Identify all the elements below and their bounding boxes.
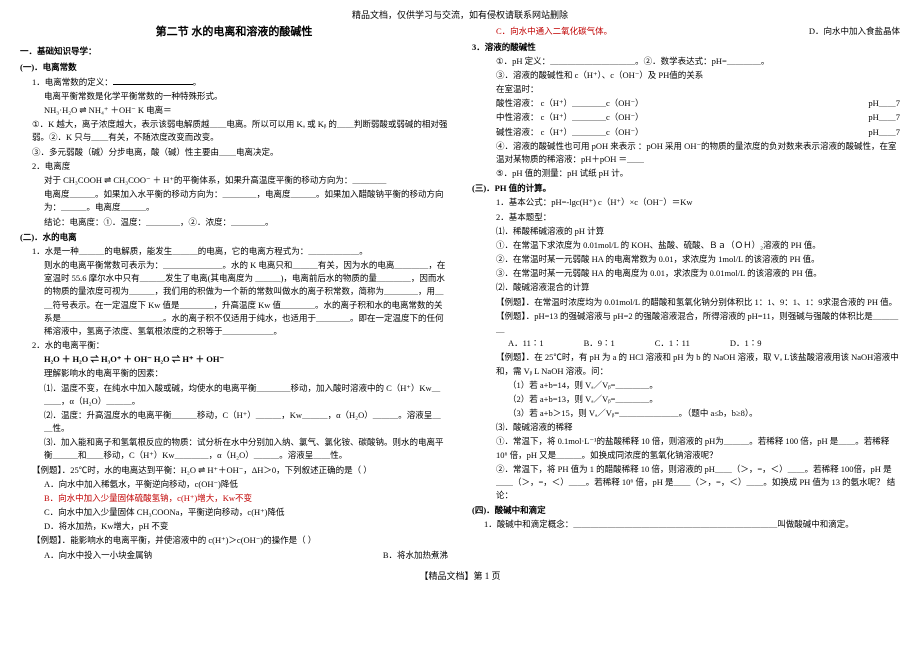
item-3d: ④．溶液的酸碱性也可用 pOH 来表示 ：pOH 采用 OH⁻的物质的量浓度的负… (472, 140, 900, 166)
item-4-3a: ①．常温下，将 0.1mol·L⁻¹的盐酸稀释 10 倍，则溶液的 pH为＿＿＿… (472, 435, 900, 461)
equation-nh3: NH₃·H₂O ⇌ NH₄⁺ ＋OH⁻ K 电离＝ (20, 104, 448, 117)
basic-left: 碱性溶液： c（H⁺）＿＿＿＿c（OH⁻） (496, 126, 644, 139)
option-d2: D．向水中加入食盐晶体 (809, 25, 900, 38)
item-2c: 结论：电离度：①．温度：＿＿＿＿，②．浓度：＿＿＿＿。 (20, 216, 448, 229)
item-1-1: 1．电离常数的定义：。 (20, 75, 448, 89)
q1: ①．在常温下求浓度为 0.01mol/L 的 KOH、盐酸、硫酸、Ｂａ（ＯＨ）₂… (472, 239, 900, 252)
row-acidic: 酸性溶液： c（H⁺）＿＿＿＿c（OH⁻） pH＿＿7 (472, 97, 900, 110)
item-3c: 在室温时： (472, 83, 900, 96)
example-2: 【例题】．能影响水的电离平衡，并使溶液中的 c(H⁺)＞c(OH⁻)的操作是（ … (20, 534, 448, 547)
item-3b: ③．溶液的酸碱性和 c（H⁺）、c（OH⁻）及 PH值的关系 (472, 69, 900, 82)
section-title: 第二节 水的电离和溶液的酸碱性 (20, 24, 448, 41)
subheading-3: (三)．PH 值的计算。 (472, 182, 900, 195)
item-2a: 对于 CH₃COOH ⇌ CH₃COO⁻ ＋ H⁺的平衡体系，如果升高温度平衡的… (20, 174, 448, 187)
ex5-1: （1）若 a+b=14，则 Vₐ／Vᵦ=＿＿＿＿。 (472, 379, 900, 392)
option-d: D．将水加热，Kw增大，pH 不变 (20, 520, 448, 533)
example-1: 【例题】．25℃时，水的电离达到平衡：H₂O ⇌ H⁺＋OH⁻，ΔH＞0，下列叙… (20, 464, 448, 477)
item-3-1a: 则水的电离平衡常数可表示为：＿＿＿＿＿＿＿。水的 K 电离只和＿＿＿有关，因为水… (20, 259, 448, 338)
option-c: C．向水中加入少量固体 CH₃COONa，平衡逆向移动，c(H⁺)降低 (20, 506, 448, 519)
example-3: 【例题】．在常温时浓度均为 0.01mol/L 的醋酸和氢氧化钠分别体积比 1：… (472, 296, 900, 309)
example-4: 【例题】．pH=13 的强碱溶液与 pH=2 的强酸溶液混合，所得溶液的 pH=… (472, 310, 900, 336)
item-4-1: 1．基本公式：pH=-lgc(H⁺) c（H⁺）×c（OH⁻）＝Kw (472, 196, 900, 209)
ex5-3: （3）若 a+b＞15，则 Vₐ／Vᵦ=＿＿＿＿＿＿＿。（题中 a≤b，b≥8）… (472, 407, 900, 420)
item-4-2b: ⑵．酸碱溶液混合的计算 (472, 281, 900, 294)
neutral-left: 中性溶液： c（H⁺）＿＿＿＿c（OH⁻） (496, 111, 644, 124)
option-b: B．向水中加入少量固体硫酸氢钠，c(H⁺)增大，Kw不变 (20, 492, 448, 505)
item-1-2: ①．K 越大，离子浓度越大，表示该弱电解质越＿＿电离。所以可以用 Kₐ 或 Kᵦ… (20, 118, 448, 144)
neutral-right: pH＿＿7 (868, 111, 900, 124)
example-5: 【例题】．在 25℃时，有 pH 为 a 的 HCl 溶液和 pH 为 b 的 … (472, 351, 900, 377)
option-a: A．向水中加入稀氨水，平衡逆向移动，c(OH⁻)降低 (20, 478, 448, 491)
q3: ③．在常温时某一元弱酸 HA 的电离度为 0.01，求浓度为 0.01mol/L… (472, 267, 900, 280)
item-3e: ⑤．pH 值的测量：pH 试纸 pH 计。 (472, 167, 900, 180)
options-ab: A．向水中投入一小块金属钠 B．将水加热煮沸 (20, 549, 448, 562)
item-3-2c: ⑴．温度不变，在纯水中加入酸或碱，均使水的电离平衡＿＿＿＿移动，加入酸时溶液中的… (20, 382, 448, 408)
fill-blank (113, 75, 193, 85)
heading-3: 3．溶液的酸碱性 (472, 41, 900, 54)
txt: ①．在常温下求浓度为 0.01mol/L 的 KOH、盐酸、硫酸、Ｂａ（ＯＨ）₂… (496, 240, 821, 250)
opt-d: D．1∶9 (730, 337, 762, 350)
item-3-2e: ⑶．加入能和离子和氢氧根反应的物质：试分析在水中分别加入纳、氯气、氯化铵、碳酸钠… (20, 436, 448, 462)
subheading-1: (一)．电离常数 (20, 61, 448, 74)
txt: 1．电离常数的定义： (32, 77, 113, 87)
equation-water: H₂O ＋ H₂O ⇌ H₃O⁺ ＋ OH⁻ H₂O ⇌ H⁺ ＋ OH⁻ (20, 353, 448, 366)
left-column: 第二节 水的电离和溶液的酸碱性 一．基础知识导学： (一)．电离常数 1．电离常… (20, 24, 448, 562)
right-column: C．向水中通入二氧化碳气体。 D．向水中加入食盐晶体 3．溶液的酸碱性 ①．pH… (472, 24, 900, 562)
item-2b: 电离度＿＿＿。如果加入水平衡的移动方向为：＿＿＿＿，电离度＿＿＿。如果加入醋酸钠… (20, 188, 448, 214)
opt-c: C．1∶11 (655, 337, 690, 350)
acidic-right: pH＿＿7 (868, 97, 900, 110)
item-3-1: 1．水是一种＿＿＿的电解质，能发生＿＿＿的电离，它的电离方程式为：＿＿＿＿＿＿。 (20, 245, 448, 258)
item-3-2d: ⑵．温度：升高温度水的电离平衡＿＿＿移动，C（H⁺）＿＿＿，Kw＿＿＿，α（H₂… (20, 409, 448, 435)
item-3-2b: 理解影响水的电离平衡的因素： (20, 367, 448, 380)
page-footer: 【精品文档】第 1 页 (20, 569, 900, 583)
item-4-2: 2．基本题型： (472, 211, 900, 224)
item-4-3b: ②．常温下，将 PH 值为 1 的醋酸稀释 10 倍，则溶液的 pH＿＿（＞，=… (472, 463, 900, 503)
item-2: 2．电离度 (20, 160, 448, 173)
option-b2: B．将水加热煮沸 (383, 549, 448, 562)
two-column-layout: 第二节 水的电离和溶液的酸碱性 一．基础知识导学： (一)．电离常数 1．电离常… (20, 24, 900, 562)
row-neutral: 中性溶液： c（H⁺）＿＿＿＿c（OH⁻） pH＿＿7 (472, 111, 900, 124)
ex5-2: （2）若 a+b=13，则 Vₐ／Vᵦ=＿＿＿＿。 (472, 393, 900, 406)
txt: ③．在常温时某一元弱酸 HA 的电离度为 0.01，求浓度为 0.01mol/L… (496, 268, 822, 278)
basic-right: pH＿＿7 (868, 126, 900, 139)
acidic-left: 酸性溶液： c（H⁺）＿＿＿＿c（OH⁻） (496, 97, 644, 110)
subheading-2: (二)．水的电离 (20, 231, 448, 244)
item-3-2: 2．水的电离平衡： (20, 339, 448, 352)
opt-b: B．9∶1 (584, 337, 615, 350)
options-cd: C．向水中通入二氧化碳气体。 D．向水中加入食盐晶体 (472, 25, 900, 38)
item-4-2a: ⑴．稀酸稀碱溶液的 pH 计算 (472, 225, 900, 238)
item-1-1b: 电离平衡常数是化学平衡常数的一种特殊形式。 (20, 90, 448, 103)
txt: ②．在常温时某一元弱酸 HA 的电离常数为 0.01，求浓度为 1mol/L 的… (496, 254, 820, 264)
row-basic: 碱性溶液： c（H⁺）＿＿＿＿c（OH⁻） pH＿＿7 (472, 126, 900, 139)
item-4-3: ⑶．酸碱溶液的稀释 (472, 421, 900, 434)
item-5: 1．酸碱中和滴定概念：＿＿＿＿＿＿＿＿＿＿＿＿＿＿＿＿＿＿＿＿＿＿＿＿叫做酸碱中… (472, 518, 900, 531)
option-a2: A．向水中投入一小块金属钠 (44, 549, 152, 562)
heading-1: 一．基础知识导学： (20, 45, 448, 58)
top-note: 精品文档，仅供学习与交流，如有侵权请联系网站删除 (20, 8, 900, 22)
q2: ②．在常温时某一元弱酸 HA 的电离常数为 0.01，求浓度为 1mol/L 的… (472, 253, 900, 266)
item-3a: ①．pH 定义：＿＿＿＿＿＿＿＿＿＿。②．数学表达式：pH=＿＿＿＿。 (472, 55, 900, 68)
subheading-4: (四)．酸碱中和滴定 (472, 504, 900, 517)
option-c-red: C．向水中通入二氧化碳气体。 (496, 25, 612, 38)
item-1-3: ③．多元弱酸（碱）分步电离，酸（碱）性主要由＿＿电离决定。 (20, 146, 448, 159)
options-abcd: A．11∶1 B．9∶1 C．1∶11 D．1∶9 (472, 337, 900, 350)
opt-a: A．11∶1 (508, 337, 544, 350)
